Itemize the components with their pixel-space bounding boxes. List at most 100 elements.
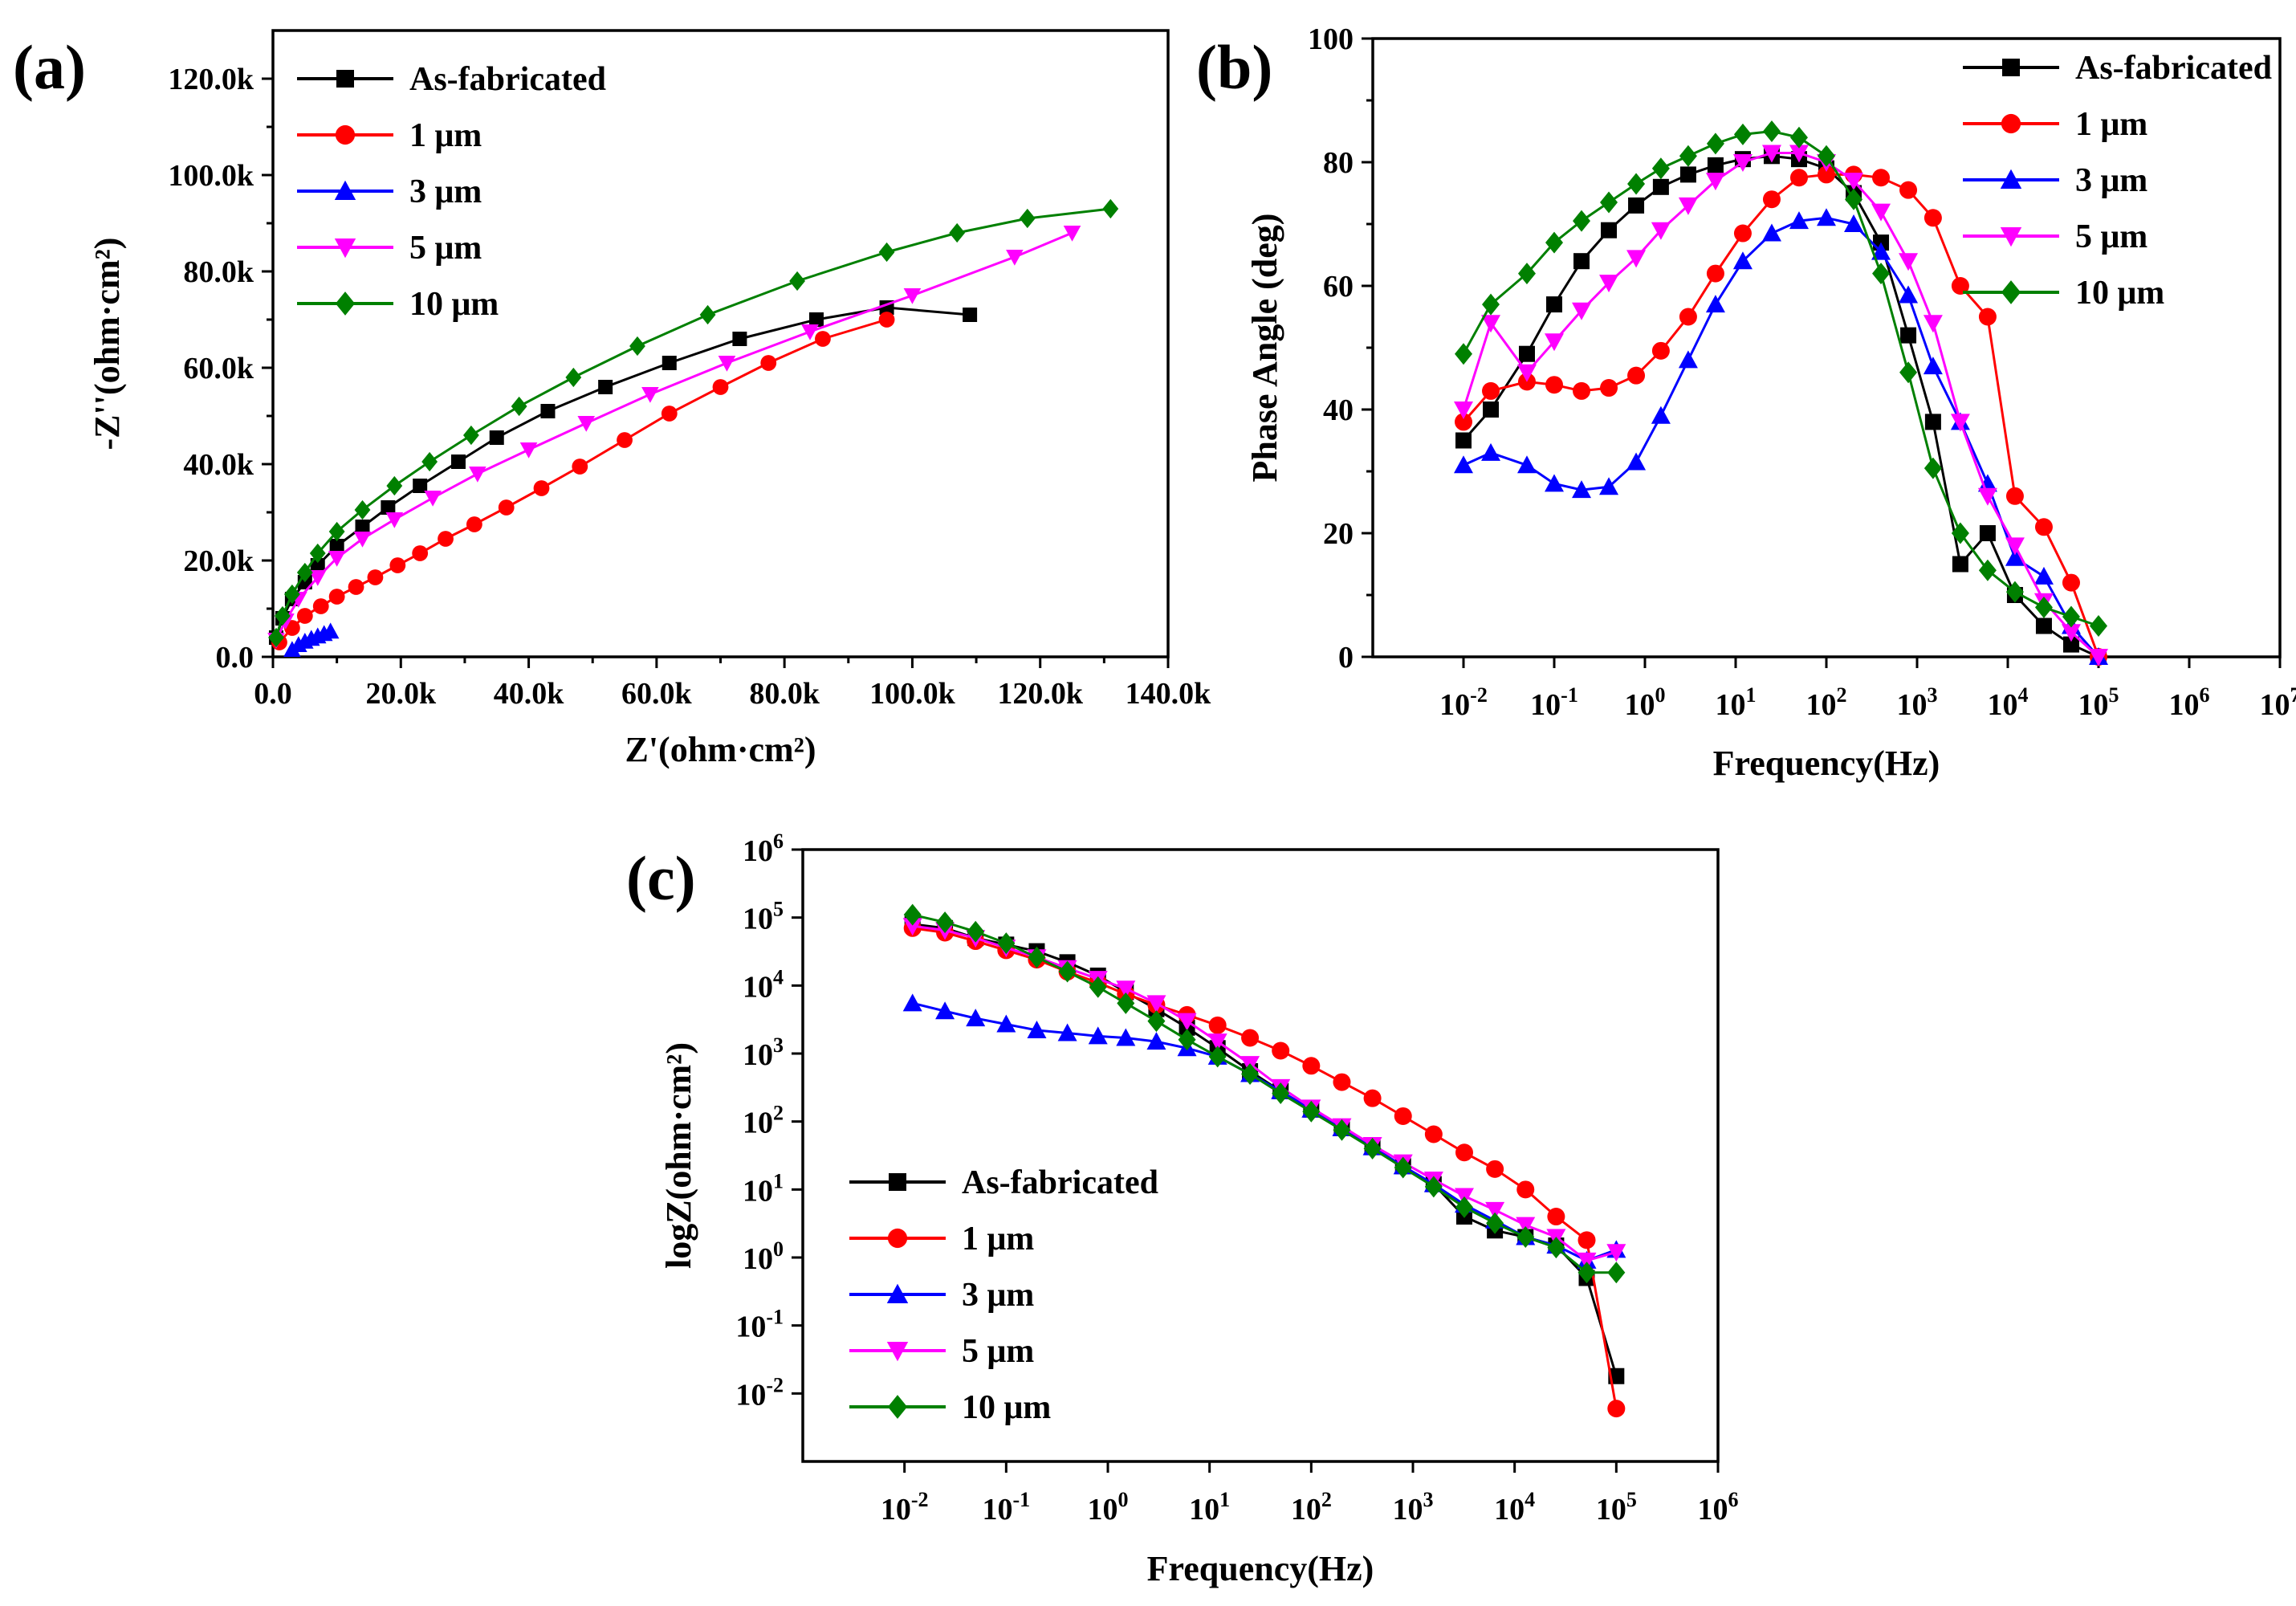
data-point [1063, 226, 1081, 242]
data-point [641, 387, 659, 403]
data-point [489, 430, 504, 445]
data-point [1732, 154, 1753, 172]
panel-c-impedance-magnitude-plot: 10-2 10-1 100 101 102 103 104 105 106 10-2 10-1 100… [626, 829, 1739, 1588]
data-point [353, 532, 372, 548]
data-point [1951, 522, 1969, 544]
y-tick-label: 100 [743, 1237, 784, 1276]
x-axis-label: Z'(ohm·cm²) [625, 730, 816, 769]
data-point [1606, 1244, 1626, 1262]
y-tick-label: 103 [743, 1033, 784, 1072]
data-point [1546, 296, 1562, 313]
data-point [629, 336, 645, 357]
data-point [438, 531, 454, 547]
panel-label: (c) [626, 843, 696, 913]
series-0 [1455, 148, 2107, 665]
data-point [2062, 636, 2079, 653]
data-point [2034, 596, 2053, 618]
legend-swatch-marker [335, 124, 356, 145]
data-point [1517, 263, 1536, 285]
data-point [1601, 222, 1618, 238]
data-point [1208, 1046, 1227, 1068]
data-point [1952, 556, 1968, 573]
x-tick-label: 102 [1291, 1488, 1332, 1527]
data-point [1818, 165, 1835, 184]
data-point [1483, 402, 1500, 418]
data-point [1899, 181, 1918, 199]
data-point [1117, 992, 1135, 1014]
data-point [2090, 615, 2107, 637]
data-point [321, 622, 340, 639]
data-point [511, 396, 527, 417]
data-point [308, 570, 327, 586]
data-point [1924, 209, 1942, 227]
data-point [1978, 559, 1997, 581]
x-tick-label: 0.0 [254, 677, 292, 711]
data-point [1482, 381, 1500, 400]
data-point [1679, 166, 1696, 183]
data-point [2005, 581, 2024, 603]
legend-entry: 10 μm [2075, 275, 2164, 312]
legend-swatch-marker [886, 1283, 909, 1303]
legend-entry: 1 μm [2075, 106, 2147, 143]
x-tick-label: 103 [1393, 1488, 1434, 1527]
data-point [2062, 605, 2080, 628]
data-point [1600, 379, 1618, 397]
data-point [1516, 1180, 1535, 1199]
data-point [1302, 1057, 1321, 1075]
data-point [466, 516, 482, 532]
data-point [732, 332, 747, 346]
data-point [1844, 173, 1864, 191]
data-point [1333, 1119, 1351, 1141]
data-point [1924, 457, 1942, 479]
y-tick-label: 105 [743, 898, 784, 936]
data-point [1626, 452, 1647, 471]
y-tick-label: 40.0k [183, 448, 254, 482]
legend-entry: 10 μm [962, 1389, 1051, 1426]
data-point [1424, 1176, 1443, 1198]
data-point [296, 562, 313, 583]
x-tick-label: 105 [1596, 1488, 1637, 1527]
data-point [1577, 1252, 1597, 1270]
data-point [1844, 214, 1864, 232]
data-point [902, 993, 922, 1012]
x-tick-label: 106 [1698, 1488, 1739, 1527]
data-point [421, 451, 438, 472]
data-point [661, 406, 678, 422]
data-point [1102, 198, 1119, 219]
legend-entry: 3 μm [962, 1277, 1034, 1314]
data-point [1573, 210, 1591, 232]
data-point [1733, 224, 1752, 243]
data-point [381, 500, 396, 515]
data-point [1679, 145, 1697, 167]
panel-label: (a) [13, 32, 86, 102]
data-point [1977, 487, 1997, 506]
series-line [275, 306, 971, 638]
data-point [469, 467, 486, 483]
x-tick-label: 100.0k [869, 677, 956, 711]
data-point [283, 584, 300, 605]
legend-entry: 5 μm [2075, 218, 2147, 255]
data-point [617, 432, 633, 448]
data-point [1761, 145, 1781, 163]
data-point [1732, 251, 1753, 270]
legend-entry: As-fabricated [409, 61, 606, 98]
data-point [310, 558, 325, 573]
legend-swatch-marker [887, 1395, 908, 1419]
data-point [718, 356, 736, 372]
data-point [1789, 145, 1809, 163]
data-point [996, 1014, 1016, 1033]
data-point [1424, 1125, 1443, 1143]
data-point [699, 304, 716, 325]
y-tick-label: 10-2 [735, 1373, 784, 1412]
data-point [1845, 188, 1863, 210]
data-point [572, 459, 588, 475]
data-point [533, 480, 550, 496]
data-point [1900, 327, 1917, 344]
data-point [1978, 308, 1997, 326]
data-point [1733, 123, 1752, 145]
data-point [1626, 250, 1647, 268]
plot-frame [801, 848, 1720, 1463]
data-point [1818, 145, 1835, 167]
data-point [1547, 1208, 1565, 1226]
